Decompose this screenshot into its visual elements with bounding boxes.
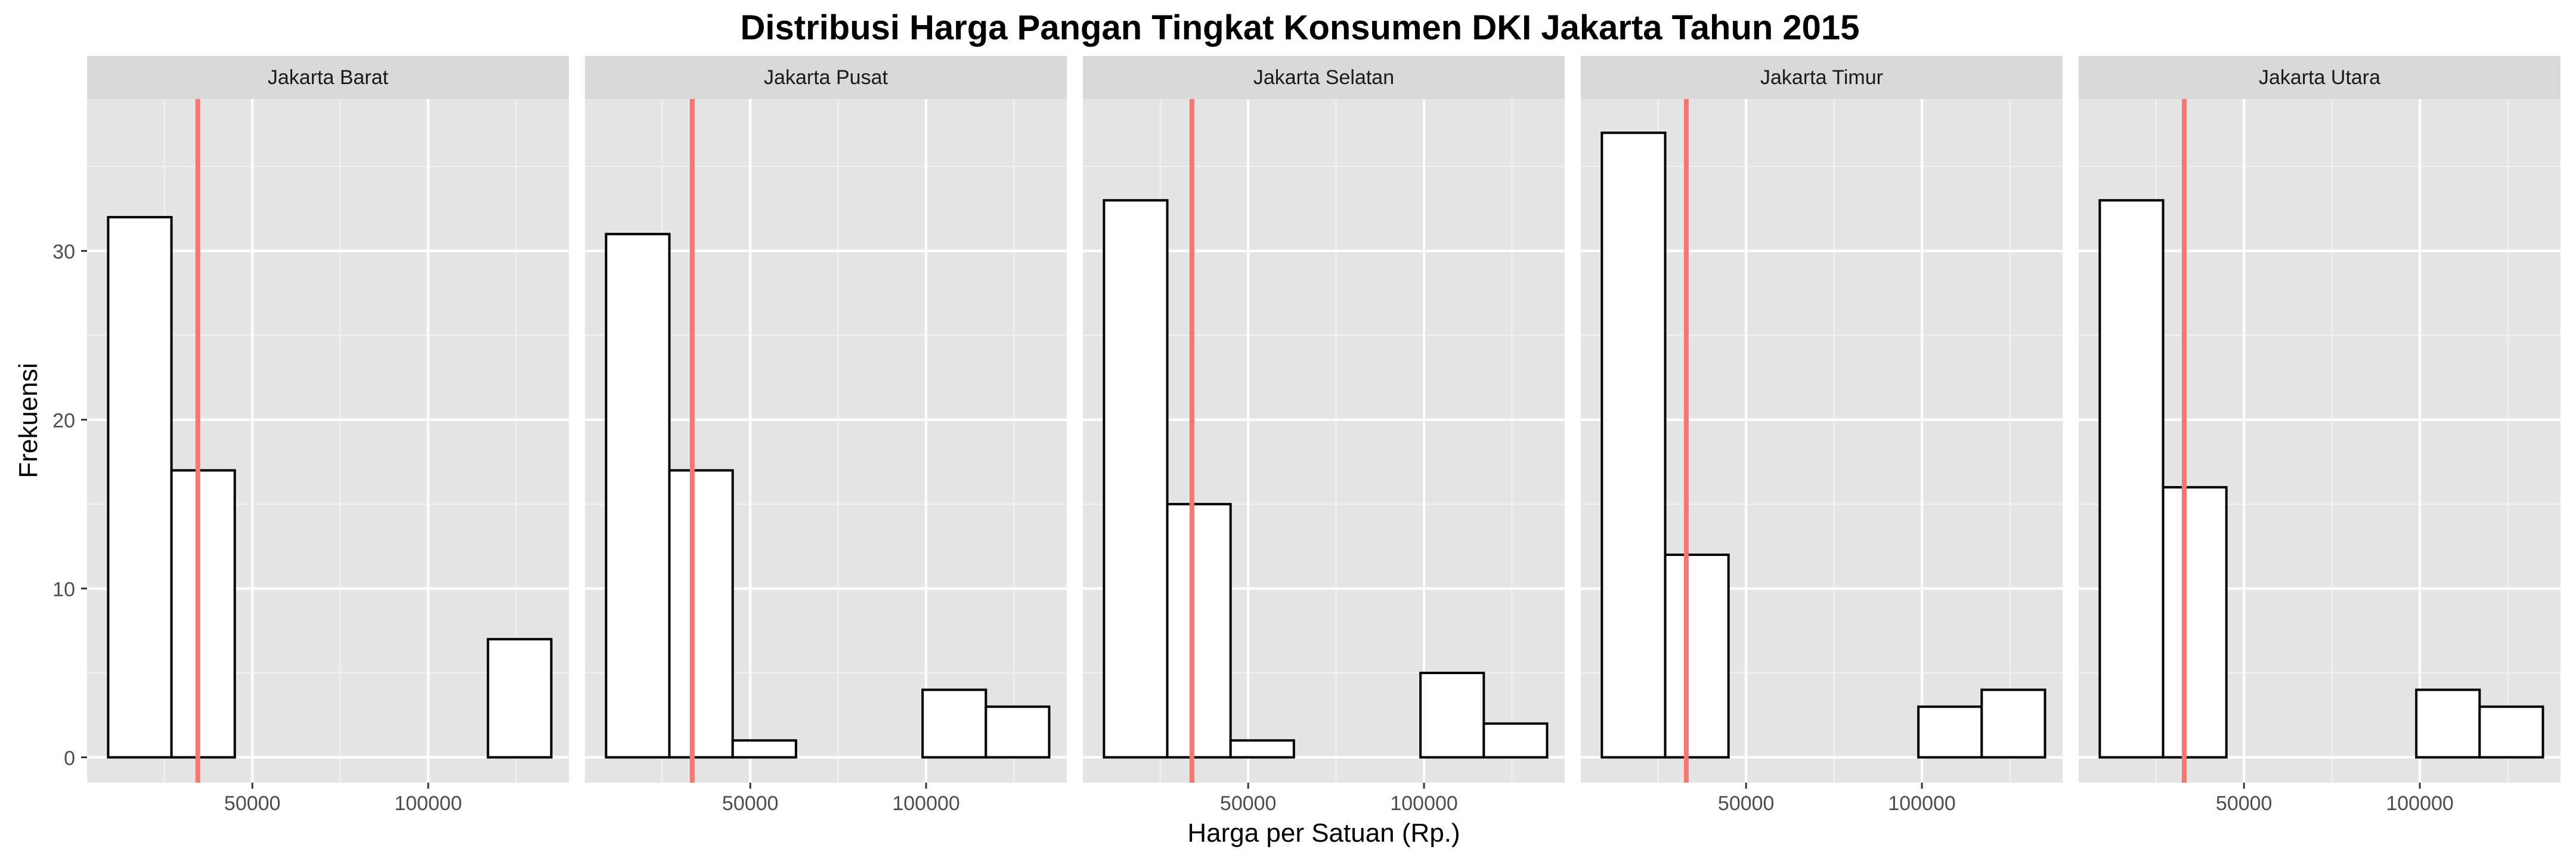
x-tick-label: 50000 bbox=[2216, 792, 2272, 815]
histogram-bar bbox=[731, 739, 797, 759]
histogram-bar bbox=[1917, 705, 1983, 759]
x-tick-label: 100000 bbox=[1390, 792, 1457, 815]
histogram-bar bbox=[1980, 688, 2046, 759]
histogram-bar bbox=[605, 233, 671, 759]
x-tick-label: 100000 bbox=[2386, 792, 2453, 815]
facet-strip-label: Jakarta Pusat bbox=[764, 66, 888, 89]
y-tick-label: 10 bbox=[52, 579, 75, 601]
x-tick-label: 50000 bbox=[722, 792, 779, 815]
y-tick-label: 20 bbox=[52, 410, 75, 432]
facet-panel: Jakarta Utara 50000 100000 bbox=[2079, 56, 2560, 815]
facet-strip-label: Jakarta Barat bbox=[268, 66, 389, 89]
x-tick-label: 50000 bbox=[1220, 792, 1277, 815]
histogram-bar bbox=[2478, 705, 2544, 759]
histogram-bar bbox=[487, 638, 553, 759]
facet-strip bbox=[87, 56, 569, 99]
facet-strip bbox=[2079, 56, 2560, 99]
x-tick-label: 50000 bbox=[1718, 792, 1775, 815]
histogram-bar bbox=[1229, 739, 1295, 759]
histogram-bar bbox=[170, 469, 236, 759]
y-axis-title: Frekuensi bbox=[14, 363, 43, 478]
histogram-bar bbox=[1166, 503, 1232, 759]
histogram-bar bbox=[984, 705, 1051, 759]
chart-title: Distribusi Harga Pangan Tingkat Konsumen… bbox=[741, 8, 1860, 47]
x-tick-label: 100000 bbox=[394, 792, 462, 815]
facet-panel: Jakarta Selatan 50000 100000 bbox=[1083, 56, 1565, 815]
histogram-bar bbox=[1664, 554, 1730, 759]
histogram-bar bbox=[2162, 486, 2228, 759]
facet-panel: Jakarta Barat 50000 100000 bbox=[87, 56, 569, 815]
facet-strip bbox=[585, 56, 1067, 99]
histogram-bar bbox=[1419, 672, 1485, 759]
x-axis-title: Harga per Satuan (Rp.) bbox=[1187, 818, 1460, 848]
facet-panel: Jakarta Timur 50000 100000 bbox=[1581, 56, 2063, 815]
y-tick-label: 30 bbox=[52, 241, 75, 264]
y-axis: 0 10 20 30 bbox=[52, 241, 87, 770]
facet-strip-label: Jakarta Utara bbox=[2259, 66, 2380, 89]
histogram-bar bbox=[921, 688, 987, 759]
facet-panel: Jakarta Pusat 50000 100000 bbox=[585, 56, 1067, 815]
histogram-bar bbox=[107, 216, 173, 759]
facets: Jakarta Barat 50000 100000 Jakarta Pusat 500… bbox=[87, 56, 2560, 815]
facet-strip bbox=[1083, 56, 1565, 99]
histogram-bar bbox=[668, 469, 734, 759]
histogram-bar bbox=[2415, 688, 2481, 759]
y-tick-label: 0 bbox=[64, 747, 75, 770]
histogram-bar bbox=[2098, 199, 2165, 759]
histogram-bar bbox=[1482, 722, 1549, 759]
x-tick-label: 100000 bbox=[892, 792, 959, 815]
histogram-bar bbox=[1103, 199, 1169, 759]
x-tick-label: 50000 bbox=[224, 792, 281, 815]
histogram-bar bbox=[1600, 131, 1667, 759]
facet-strip-label: Jakarta Timur bbox=[1760, 66, 1883, 89]
facet-strip-label: Jakarta Selatan bbox=[1253, 66, 1394, 89]
x-tick-label: 100000 bbox=[1888, 792, 1955, 815]
facet-strip bbox=[1581, 56, 2063, 99]
